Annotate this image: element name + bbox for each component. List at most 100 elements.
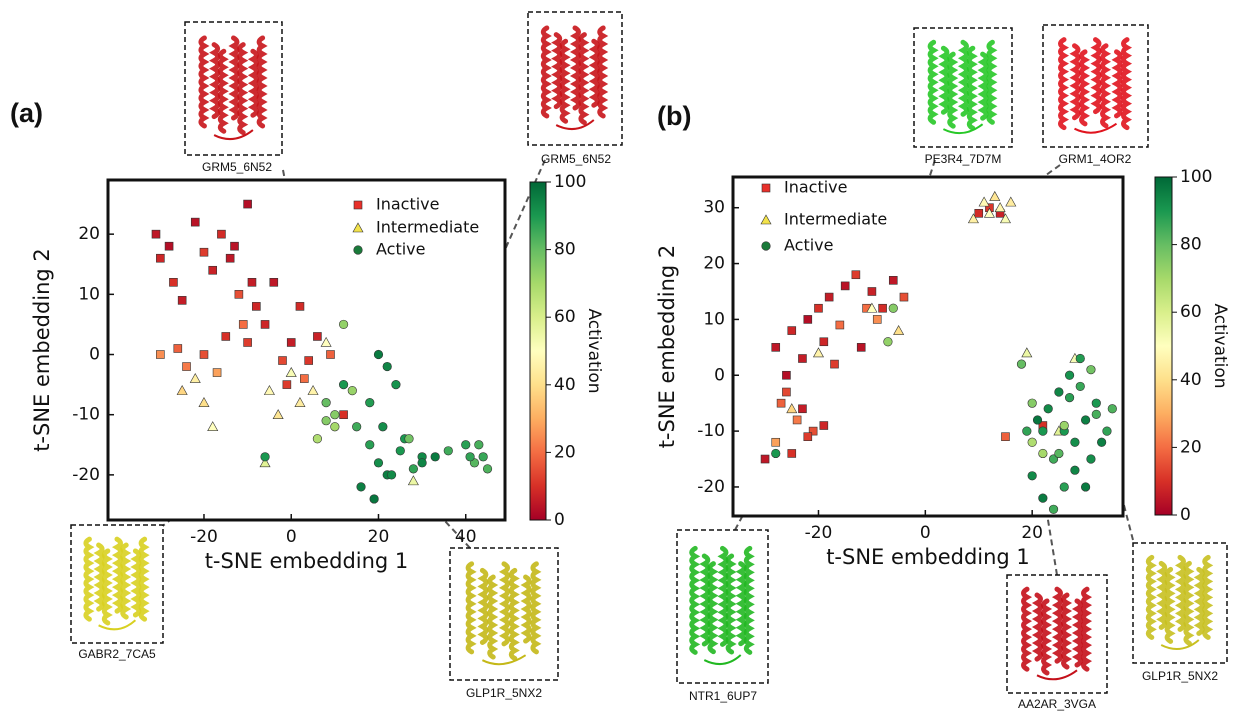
point-square bbox=[279, 357, 287, 365]
point-circle bbox=[1087, 455, 1096, 464]
inset-label: PE3R4_7D7M bbox=[925, 152, 1002, 166]
legend-label: Active bbox=[376, 240, 426, 259]
point-square bbox=[889, 276, 897, 284]
protein-helix bbox=[723, 548, 727, 644]
point-square bbox=[772, 438, 780, 446]
y-tick-label: 10 bbox=[703, 309, 725, 329]
point-circle bbox=[771, 449, 780, 458]
point-square bbox=[183, 363, 191, 371]
point-square bbox=[975, 209, 983, 217]
point-square bbox=[788, 449, 796, 457]
inset-label: GRM5_6N52 bbox=[202, 160, 272, 174]
point-circle bbox=[1065, 393, 1074, 402]
y-tick-label: 10 bbox=[78, 284, 100, 304]
y-tick-label: -10 bbox=[72, 405, 100, 425]
point-circle bbox=[322, 398, 331, 407]
x-axis-label: t-SNE embedding 1 bbox=[205, 549, 409, 573]
y-tick-label: -10 bbox=[697, 421, 725, 441]
point-circle bbox=[409, 465, 418, 474]
protein-helix bbox=[943, 48, 947, 112]
point-square bbox=[169, 278, 177, 286]
point-square bbox=[857, 343, 865, 351]
point-square bbox=[152, 230, 160, 238]
colorbar bbox=[530, 182, 546, 520]
colorbar bbox=[1155, 177, 1172, 515]
protein-helix bbox=[728, 556, 732, 652]
y-axis-label: t-SNE embedding 2 bbox=[655, 245, 679, 449]
legend-marker bbox=[354, 201, 362, 209]
point-circle bbox=[1055, 449, 1064, 458]
inset-label: AA2AR_3VGA bbox=[1018, 697, 1096, 711]
point-square bbox=[222, 332, 230, 340]
point-circle bbox=[331, 410, 340, 419]
point-square bbox=[852, 271, 860, 279]
panel-label: (a) bbox=[10, 98, 43, 128]
colorbar-tick-label: 40 bbox=[1180, 370, 1202, 390]
colorbar-tick-label: 80 bbox=[1180, 235, 1202, 255]
point-square bbox=[178, 296, 186, 304]
x-tick-label: -20 bbox=[190, 527, 218, 547]
point-circle bbox=[1087, 365, 1096, 374]
point-square bbox=[820, 422, 828, 430]
point-circle bbox=[374, 459, 383, 468]
point-square bbox=[217, 230, 225, 238]
point-circle bbox=[1023, 427, 1032, 436]
protein-helix bbox=[1117, 52, 1121, 116]
protein-helix bbox=[1161, 563, 1165, 627]
colorbar-tick-label: 60 bbox=[554, 307, 576, 327]
point-square bbox=[900, 293, 908, 301]
legend-label: Active bbox=[784, 236, 834, 255]
point-square bbox=[782, 371, 790, 379]
point-circle bbox=[387, 471, 396, 480]
point-square bbox=[825, 293, 833, 301]
point-square bbox=[836, 321, 844, 329]
point-circle bbox=[379, 422, 388, 431]
legend-label: Intermediate bbox=[784, 210, 887, 229]
point-square bbox=[798, 405, 806, 413]
point-circle bbox=[483, 465, 492, 474]
point-circle bbox=[339, 320, 348, 329]
y-axis-label: t-SNE embedding 2 bbox=[30, 248, 54, 452]
point-circle bbox=[1097, 438, 1106, 447]
point-square bbox=[165, 242, 173, 250]
point-square bbox=[248, 278, 256, 286]
point-circle bbox=[1028, 471, 1037, 480]
point-circle bbox=[1081, 483, 1090, 492]
inset-label: GRM5_6N52 bbox=[541, 152, 611, 166]
x-axis-label: t-SNE embedding 1 bbox=[826, 545, 1030, 569]
point-square bbox=[814, 304, 822, 312]
point-circle bbox=[1060, 483, 1069, 492]
protein-helix bbox=[1199, 569, 1203, 633]
point-square bbox=[326, 351, 334, 359]
point-circle bbox=[1076, 382, 1085, 391]
point-square bbox=[200, 351, 208, 359]
point-circle bbox=[1081, 416, 1090, 425]
point-square bbox=[200, 248, 208, 256]
point-circle bbox=[370, 495, 379, 504]
legend-label: Intermediate bbox=[376, 218, 479, 237]
colorbar-tick-label: 20 bbox=[1180, 437, 1202, 457]
point-circle bbox=[1071, 466, 1080, 475]
colorbar-tick-label: 80 bbox=[554, 240, 576, 260]
colorbar-label: Activation bbox=[584, 308, 604, 393]
point-square bbox=[313, 332, 321, 340]
inset-label: GABR2_7CA5 bbox=[78, 647, 156, 661]
point-circle bbox=[1065, 371, 1074, 380]
point-square bbox=[239, 320, 247, 328]
point-square bbox=[252, 302, 260, 310]
point-circle bbox=[1071, 438, 1080, 447]
protein-helix bbox=[1037, 595, 1041, 659]
point-circle bbox=[365, 398, 374, 407]
x-tick-label: 0 bbox=[920, 523, 931, 543]
protein-helix bbox=[253, 51, 257, 115]
point-square bbox=[156, 254, 164, 262]
point-circle bbox=[1028, 399, 1037, 408]
point-circle bbox=[1055, 388, 1064, 397]
point-circle bbox=[1028, 438, 1037, 447]
point-circle bbox=[322, 416, 331, 425]
point-circle bbox=[1103, 427, 1112, 436]
point-square bbox=[270, 278, 278, 286]
point-square bbox=[226, 254, 234, 262]
point-square bbox=[283, 381, 291, 389]
protein-helix bbox=[526, 577, 530, 641]
